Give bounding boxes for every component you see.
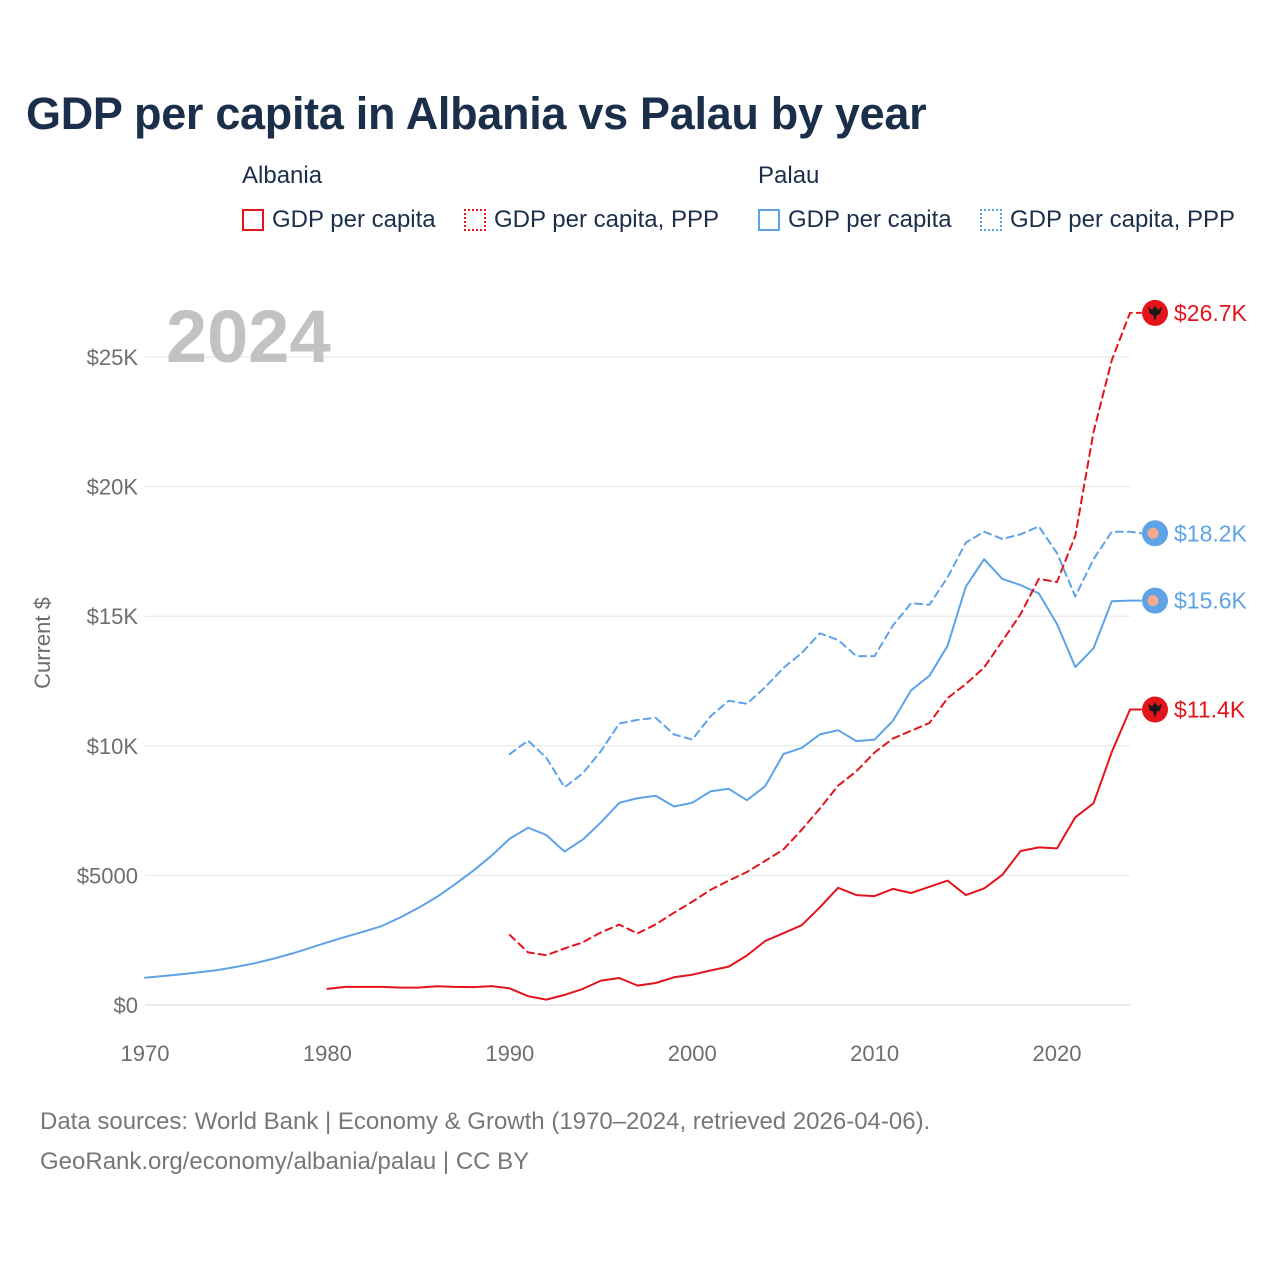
x-tick-label: 1980: [303, 1041, 352, 1066]
legend-albania-gdp-ppp[interactable]: GDP per capita, PPP: [464, 204, 719, 236]
series-line: [144, 558, 1142, 979]
axes: $0 $5000 $10K $15K $20K $25K 1970 1980 1990 2000 2…: [77, 345, 1082, 1066]
y-tick-label: $25K: [87, 345, 139, 370]
legend-group-albania: Albania: [242, 162, 323, 189]
x-tick-label: 1970: [121, 1041, 170, 1066]
legend-swatch-dotted-icon: [464, 209, 486, 231]
series-line: [508, 525, 1142, 789]
y-tick-label: $0: [114, 993, 138, 1018]
series-line: [508, 311, 1142, 957]
legend-label: GDP per capita: [272, 206, 436, 233]
series-end-label: $15.6K: [1174, 588, 1248, 614]
series-end-label: $26.7K: [1174, 300, 1248, 326]
x-tick-label: 2010: [850, 1041, 899, 1066]
y-axis-title: Current $: [30, 597, 55, 689]
x-tick-label: 2000: [668, 1041, 717, 1066]
x-tick-label: 1990: [485, 1041, 534, 1066]
legend-palau-gdp[interactable]: GDP per capita: [758, 204, 952, 236]
source-line-1: Data sources: World Bank | Economy & Gro…: [40, 1108, 931, 1135]
grid-lines: [145, 356, 1130, 1006]
y-tick-label: $20K: [87, 475, 139, 500]
x-tick-label: 2020: [1033, 1041, 1082, 1066]
legend-albania-gdp[interactable]: GDP per capita: [242, 204, 436, 236]
y-tick-label: $10K: [87, 734, 139, 759]
end-markers: $15.6K $18.2K $11.4K $26.7K: [1142, 299, 1248, 723]
series-end-label: $11.4K: [1174, 697, 1246, 723]
double-eagle-icon: [1148, 702, 1162, 718]
series-end-label: $18.2K: [1174, 520, 1248, 546]
legend-group-palau: Palau: [758, 162, 820, 189]
legend-label: GDP per capita, PPP: [1010, 206, 1235, 233]
legend-swatch-dotted-icon: [980, 209, 1002, 231]
legend-label: GDP per capita, PPP: [494, 206, 719, 233]
legend-swatch-solid-icon: [758, 209, 780, 231]
double-eagle-icon: [1148, 305, 1162, 321]
y-tick-label: $15K: [87, 604, 139, 629]
chart-title: GDP per capita in Albania vs Palau by ye…: [26, 88, 927, 139]
legend-palau-gdp-ppp[interactable]: GDP per capita, PPP: [980, 204, 1235, 236]
y-tick-label: $5000: [77, 863, 138, 888]
palau-moon-icon: [1147, 595, 1159, 607]
legend-swatch-solid-icon: [242, 209, 264, 231]
series-lines: [144, 311, 1142, 1001]
source-line-2[interactable]: GeoRank.org/economy/albania/palau | CC B…: [40, 1148, 530, 1175]
series-line: [326, 708, 1142, 1001]
legend-label: GDP per capita: [788, 206, 952, 233]
year-watermark: 2024: [166, 295, 331, 378]
palau-moon-icon: [1147, 527, 1159, 539]
